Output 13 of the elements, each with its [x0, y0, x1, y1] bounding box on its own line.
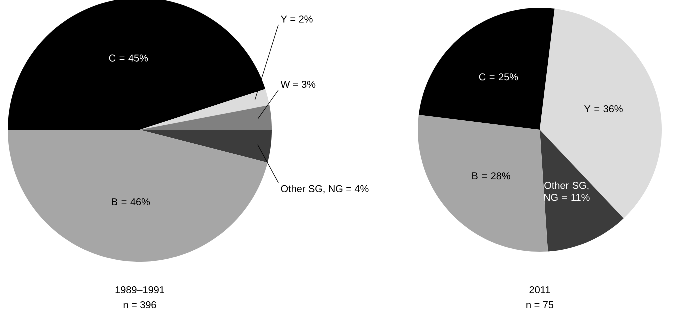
text: 1989–1991 — [116, 286, 164, 294]
slice-label: Other SG, NG = 11% — [544, 182, 590, 202]
text: 2011 — [530, 286, 550, 294]
slice-label: Y = 36% — [584, 106, 623, 113]
slice-label: B = 46% — [112, 198, 150, 206]
slice-label: C = 45% — [109, 54, 148, 62]
slice-label: W = 3% — [280, 81, 316, 88]
slice-label: Other SG, NG = 4% — [281, 185, 369, 194]
slice-label: Y = 2% — [281, 16, 313, 23]
text: n = 396 — [124, 301, 156, 309]
slice-label: B = 28% — [472, 172, 510, 180]
text: n = 75 — [526, 302, 554, 308]
slice-label: C = 25% — [479, 74, 518, 81]
